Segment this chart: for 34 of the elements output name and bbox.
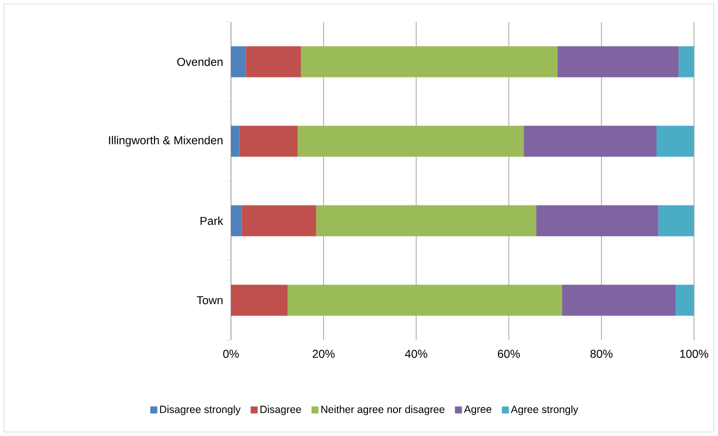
x-tick-label: 100% [680,350,708,358]
bar [658,205,694,236]
bar [300,46,558,78]
bar [557,46,679,78]
legend-label: Agree [464,406,492,415]
legend-label: Disagree strongly [160,405,241,416]
x-tick-label: 60% [498,350,520,358]
bar [231,126,240,157]
bar [678,46,694,78]
y-tick-label: Park [200,216,224,225]
bar [656,126,694,157]
x-tick-label: 40% [405,350,428,358]
bar [524,126,657,157]
bar [239,126,298,157]
legend-label: Agree strongly [510,405,578,416]
bar [536,205,658,236]
x-tick-label: 80% [590,350,612,358]
bar [298,126,524,157]
legend-label: Neither agree nor disagree [321,405,444,416]
y-tick-label: Illingworth & Mixenden [109,136,222,147]
legend-label: Disagree [260,405,302,416]
bar [562,284,676,316]
bar [231,205,242,236]
y-tick-label: Town [196,296,222,304]
x-tick-label: 20% [312,350,335,358]
bar [246,46,301,78]
bar [287,284,562,316]
x-tick-label: 0% [223,350,239,358]
bar [231,284,288,316]
bar [242,205,316,236]
y-tick-label: Ovenden [177,58,222,66]
bar [231,46,246,78]
bar [316,205,536,236]
bar [675,284,694,316]
